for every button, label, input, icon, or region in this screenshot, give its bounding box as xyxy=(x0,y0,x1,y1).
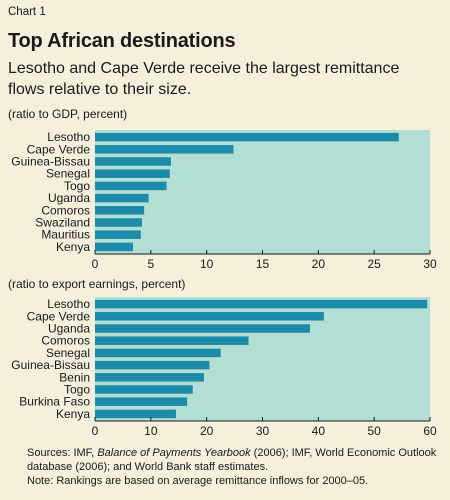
category-label: Guinea-Bissau xyxy=(11,155,90,169)
x-tick-label: 20 xyxy=(312,257,326,271)
category-label: Burkina Faso xyxy=(19,395,90,409)
x-tick-label: 15 xyxy=(256,257,270,271)
category-label: Uganda xyxy=(48,322,90,336)
bar-guinea-bissau xyxy=(95,360,210,370)
chart-number: Chart 1 xyxy=(8,6,46,18)
category-label: Senegal xyxy=(46,346,90,360)
x-tick-label: 0 xyxy=(92,424,99,438)
category-label: Comoros xyxy=(41,203,90,217)
x-tick-label: 0 xyxy=(92,257,99,271)
category-label: Lesotho xyxy=(47,297,90,311)
sources-prefix: Sources: IMF, xyxy=(27,447,95,459)
page-title: Top African destinations xyxy=(8,30,236,52)
bar-kenya xyxy=(95,409,176,419)
rankings-note: Note: Rankings are based on average remi… xyxy=(27,475,369,487)
category-label: Togo xyxy=(64,179,90,193)
bar-lesotho xyxy=(95,132,399,142)
x-tick-label: 10 xyxy=(200,257,214,271)
x-tick-label: 30 xyxy=(423,257,437,271)
bar-swaziland xyxy=(95,218,142,227)
bar-togo xyxy=(95,181,167,191)
bar-mauritius xyxy=(95,230,141,239)
category-label: Comoros xyxy=(41,334,90,348)
bar-guinea-bissau xyxy=(95,157,171,166)
category-label: Kenya xyxy=(56,240,90,254)
sources-rest: (2006); IMF, World Economic Outlook data… xyxy=(27,447,437,473)
category-label: Cape Verde xyxy=(27,309,91,323)
sources-note: Sources: IMF, Balance of Payments Yearbo… xyxy=(27,446,442,474)
category-label: Cape Verde xyxy=(27,142,91,156)
x-tick-label: 50 xyxy=(367,424,381,438)
x-tick-label: 30 xyxy=(256,424,270,438)
x-tick-label: 20 xyxy=(200,424,214,438)
bar-senegal xyxy=(95,348,221,358)
x-tick-label: 40 xyxy=(312,424,326,438)
category-label: Uganda xyxy=(48,191,90,205)
category-label: Guinea-Bissau xyxy=(11,358,90,372)
bar-cape-verde xyxy=(95,145,234,154)
bar-cape-verde xyxy=(95,312,324,321)
chart1-unit-label: (ratio to GDP, percent) xyxy=(8,107,128,121)
page-subtitle: Lesotho and Cape Verde receive the large… xyxy=(8,60,400,98)
x-tick-label: 25 xyxy=(367,257,381,271)
x-tick-label: 10 xyxy=(144,424,158,438)
sources-italic: Balance of Payments Yearbook xyxy=(97,447,251,459)
category-label: Senegal xyxy=(46,167,90,181)
category-label: Mauritius xyxy=(41,228,90,242)
chart2-unit-label: (ratio to export earnings, percent) xyxy=(8,277,186,291)
bar-togo xyxy=(95,385,193,394)
bar-uganda xyxy=(95,193,149,203)
x-tick-label: 60 xyxy=(423,424,437,438)
category-label: Swaziland xyxy=(35,216,90,230)
bar-benin xyxy=(95,373,204,382)
x-tick-label: 5 xyxy=(147,257,154,271)
category-label: Benin xyxy=(59,370,90,384)
bar-comoros xyxy=(95,206,145,215)
bar-kenya xyxy=(95,242,133,252)
bar-lesotho xyxy=(95,299,428,309)
bar-comoros xyxy=(95,336,249,345)
bar-senegal xyxy=(95,169,170,178)
category-label: Lesotho xyxy=(47,130,90,144)
category-label: Kenya xyxy=(56,407,90,421)
category-label: Togo xyxy=(64,383,90,397)
bar-uganda xyxy=(95,324,310,333)
bar-burkina-faso xyxy=(95,397,188,406)
